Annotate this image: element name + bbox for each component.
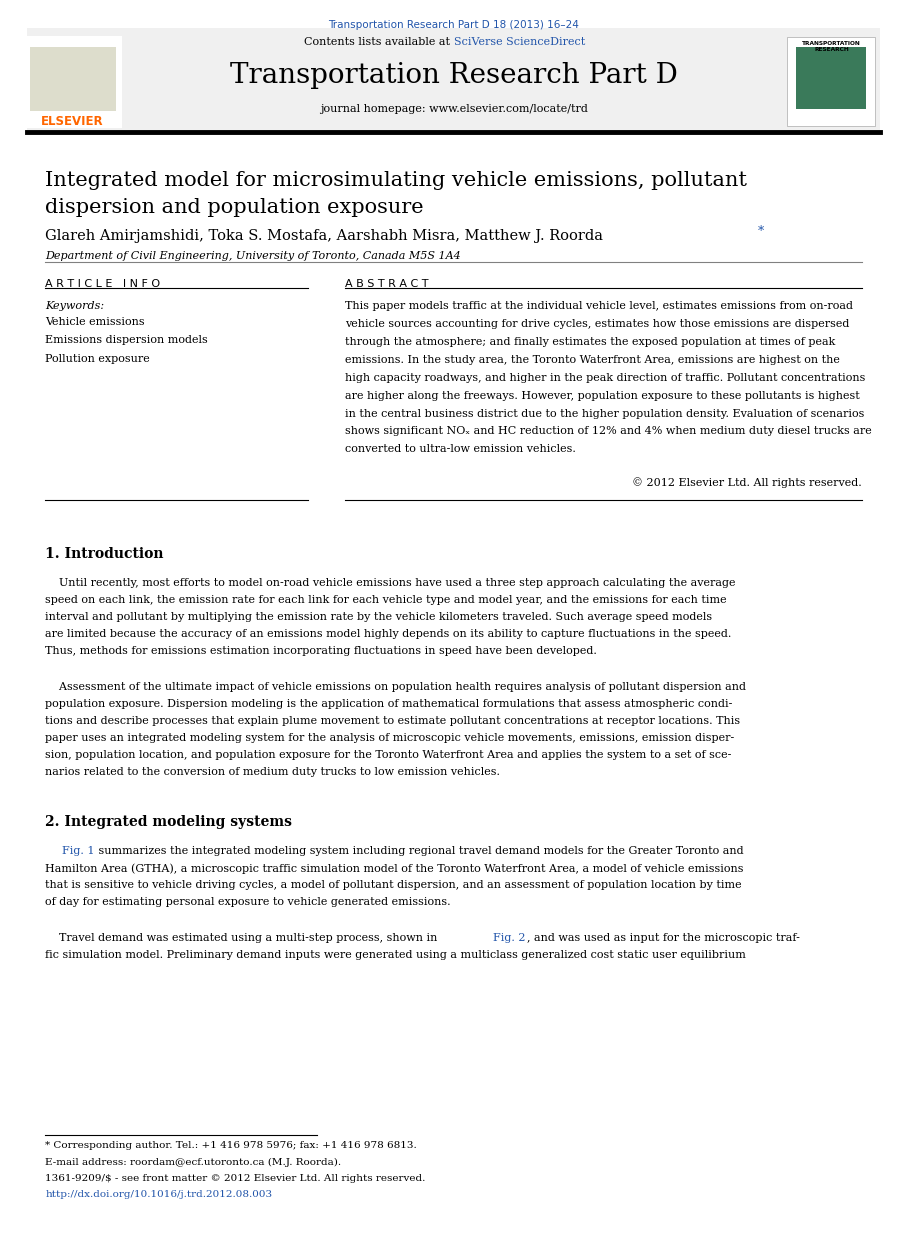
Text: ELSEVIER: ELSEVIER [41,115,104,129]
Text: fic simulation model. Preliminary demand inputs were generated using a multiclas: fic simulation model. Preliminary demand… [45,950,746,959]
Text: SciVerse ScienceDirect: SciVerse ScienceDirect [454,37,585,47]
FancyBboxPatch shape [30,47,116,111]
Text: summarizes the integrated modeling system including regional travel demand model: summarizes the integrated modeling syste… [95,846,744,855]
Text: Transportation Research Part D: Transportation Research Part D [229,62,678,89]
Text: Thus, methods for emissions estimation incorporating fluctuations in speed have : Thus, methods for emissions estimation i… [45,646,597,656]
Text: http://dx.doi.org/10.1016/j.trd.2012.08.003: http://dx.doi.org/10.1016/j.trd.2012.08.… [45,1190,272,1198]
Text: E-mail address: roordam@ecf.utoronto.ca (M.J. Roorda).: E-mail address: roordam@ecf.utoronto.ca … [45,1158,341,1166]
Text: vehicle sources accounting for drive cycles, estimates how those emissions are d: vehicle sources accounting for drive cyc… [345,318,849,329]
Text: Emissions dispersion models: Emissions dispersion models [45,335,208,345]
Text: emissions. In the study area, the Toronto Waterfront Area, emissions are highest: emissions. In the study area, the Toront… [345,354,840,365]
Text: 2. Integrated modeling systems: 2. Integrated modeling systems [45,815,292,829]
Text: TRANSPORTATION
RESEARCH: TRANSPORTATION RESEARCH [803,41,861,52]
Text: of day for estimating personal exposure to vehicle generated emissions.: of day for estimating personal exposure … [45,898,451,907]
FancyBboxPatch shape [787,37,875,126]
Text: in the central business district due to the higher population density. Evaluatio: in the central business district due to … [345,409,864,418]
Text: A R T I C L E   I N F O: A R T I C L E I N F O [45,279,161,288]
Text: © 2012 Elsevier Ltd. All rights reserved.: © 2012 Elsevier Ltd. All rights reserved… [632,477,862,488]
Text: 1. Introduction: 1. Introduction [45,547,164,561]
FancyBboxPatch shape [27,36,122,128]
Text: speed on each link, the emission rate for each link for each vehicle type and mo: speed on each link, the emission rate fo… [45,594,727,604]
Text: are limited because the accuracy of an emissions model highly depends on its abi: are limited because the accuracy of an e… [45,629,732,639]
Text: Integrated model for microsimulating vehicle emissions, pollutant: Integrated model for microsimulating veh… [45,171,747,189]
Text: journal homepage: www.elsevier.com/locate/trd: journal homepage: www.elsevier.com/locat… [319,104,588,114]
Text: Vehicle emissions: Vehicle emissions [45,317,145,327]
Text: Assessment of the ultimate impact of vehicle emissions on population health requ: Assessment of the ultimate impact of veh… [45,681,746,692]
Text: Fig. 1: Fig. 1 [62,846,94,855]
Text: paper uses an integrated modeling system for the analysis of microscopic vehicle: paper uses an integrated modeling system… [45,733,735,743]
Text: tions and describe processes that explain plume movement to estimate pollutant c: tions and describe processes that explai… [45,716,740,725]
Text: converted to ultra-low emission vehicles.: converted to ultra-low emission vehicles… [345,444,576,454]
Text: *: * [758,225,765,239]
Text: Until recently, most efforts to model on-road vehicle emissions have used a thre: Until recently, most efforts to model on… [45,577,736,588]
Text: Transportation Research Part D 18 (2013) 16–24: Transportation Research Part D 18 (2013)… [328,20,579,30]
Text: narios related to the conversion of medium duty trucks to low emission vehicles.: narios related to the conversion of medi… [45,768,501,777]
Text: This paper models traffic at the individual vehicle level, estimates emissions f: This paper models traffic at the individ… [345,301,853,311]
Text: interval and pollutant by multiplying the emission rate by the vehicle kilometer: interval and pollutant by multiplying th… [45,612,713,621]
Text: 1361-9209/$ - see front matter © 2012 Elsevier Ltd. All rights reserved.: 1361-9209/$ - see front matter © 2012 El… [45,1174,425,1182]
Text: that is sensitive to vehicle driving cycles, a model of pollutant dispersion, an: that is sensitive to vehicle driving cyc… [45,880,742,890]
Text: Glareh Amirjamshidi, Toka S. Mostafa, Aarshabh Misra, Matthew J. Roorda: Glareh Amirjamshidi, Toka S. Mostafa, Aa… [45,229,603,243]
Text: shows significant NOₓ and HC reduction of 12% and 4% when medium duty diesel tru: shows significant NOₓ and HC reduction o… [345,426,872,437]
Text: Keywords:: Keywords: [45,301,104,311]
Text: sion, population location, and population exposure for the Toronto Waterfront Ar: sion, population location, and populatio… [45,750,732,760]
Text: are higher along the freeways. However, population exposure to these pollutants : are higher along the freeways. However, … [345,391,860,401]
Text: population exposure. Dispersion modeling is the application of mathematical form: population exposure. Dispersion modeling… [45,698,733,708]
Text: Fig. 2: Fig. 2 [493,933,526,943]
Text: dispersion and population exposure: dispersion and population exposure [45,198,424,217]
Text: Hamilton Area (GTHA), a microscopic traffic simulation model of the Toronto Wate: Hamilton Area (GTHA), a microscopic traf… [45,863,744,874]
Text: Contents lists available at: Contents lists available at [304,37,454,47]
Text: high capacity roadways, and higher in the peak direction of traffic. Pollutant c: high capacity roadways, and higher in th… [345,373,865,383]
Text: Pollution exposure: Pollution exposure [45,354,150,364]
Text: * Corresponding author. Tel.: +1 416 978 5976; fax: +1 416 978 6813.: * Corresponding author. Tel.: +1 416 978… [45,1141,417,1150]
Text: Department of Civil Engineering, University of Toronto, Canada M5S 1A4: Department of Civil Engineering, Univers… [45,251,461,261]
Text: , and was used as input for the microscopic traf-: , and was used as input for the microsco… [527,933,800,943]
Text: Travel demand was estimated using a multi-step process, shown in: Travel demand was estimated using a mult… [45,933,441,943]
FancyBboxPatch shape [796,47,866,109]
FancyBboxPatch shape [27,28,880,130]
Text: through the atmosphere; and finally estimates the exposed population at times of: through the atmosphere; and finally esti… [345,337,835,347]
Text: A B S T R A C T: A B S T R A C T [345,279,428,288]
